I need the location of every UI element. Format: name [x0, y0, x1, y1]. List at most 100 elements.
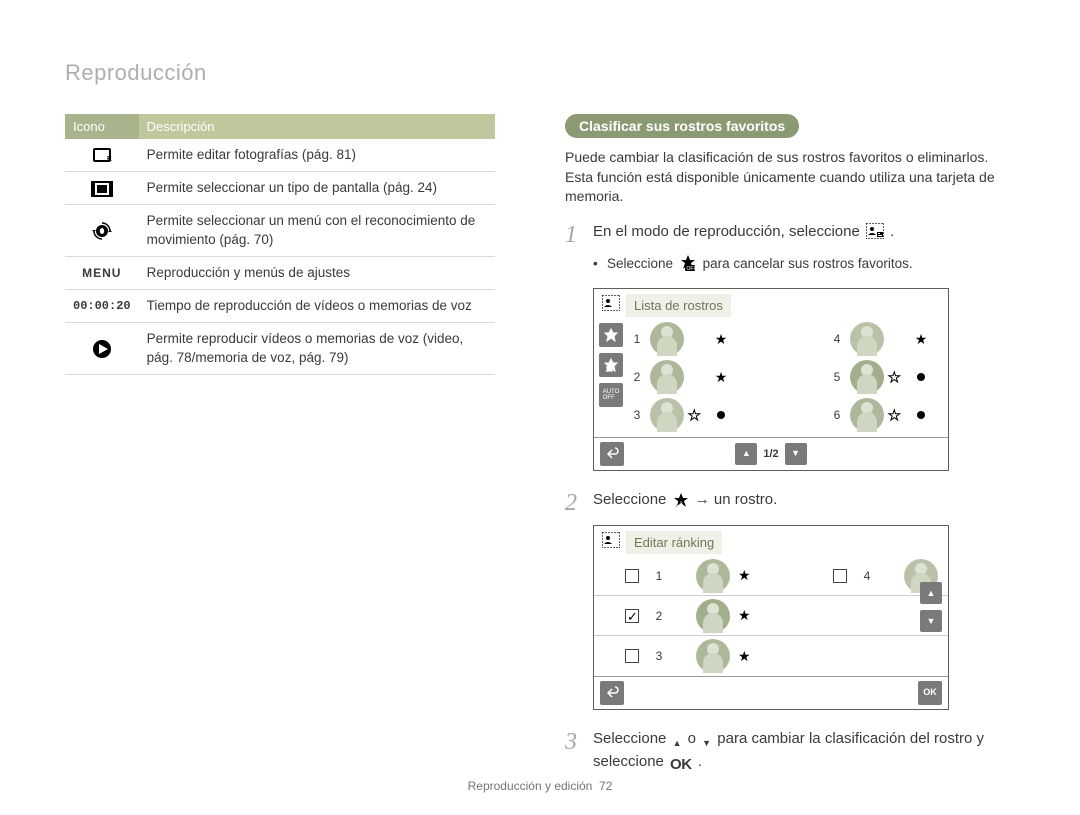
svg-text:12: 12 [676, 502, 683, 507]
page-footer: Reproducción y edición 72 [0, 779, 1080, 793]
face-number: 3 [642, 647, 676, 665]
face-thumbnail[interactable] [850, 322, 884, 356]
left-column: Icono Descripción E Permite editar fotog… [65, 114, 495, 795]
auto-off-button[interactable]: AUTOOFF [599, 383, 623, 407]
face-number: 2 [628, 368, 646, 386]
pager: 1/2 [735, 443, 806, 465]
face-number: 4 [828, 330, 846, 348]
ok-button[interactable]: OK [918, 681, 942, 705]
table-row: Permite seleccionar un tipo de pantalla … [65, 172, 495, 205]
face-list-mode-icon [866, 223, 884, 247]
step2-text-b: → un rostro. [695, 491, 778, 508]
star-icon: ★ [730, 605, 830, 626]
table-cell-desc: Reproducción y menús de ajustes [139, 256, 495, 289]
svg-text:OFF: OFF [686, 266, 696, 271]
page-down-button[interactable] [785, 443, 807, 465]
face-checkbox[interactable] [833, 569, 847, 583]
face-number: 6 [828, 406, 846, 424]
star-outline-icon: ★ [888, 405, 900, 426]
edit-ranking-screen: Editar ránking 1 ★ 4 2 [593, 525, 949, 711]
dot-icon [917, 373, 925, 381]
step3-text-a: Seleccione [593, 730, 671, 747]
step3-text-b: o [688, 730, 701, 747]
star-icon: ★ [904, 329, 938, 350]
play-icon [65, 323, 139, 374]
star-icon: ★ [730, 565, 830, 586]
table-row: Permite reproducir vídeos o memorias de … [65, 323, 495, 374]
star-icon: ★ [704, 329, 738, 350]
face-list-mode-icon [602, 295, 620, 316]
menu-icon: MENU [65, 256, 139, 289]
face-grid: 1 ★ 4 ★ 2 ★ 5 ★ 3 ★ 6 ★ [628, 319, 948, 437]
face-thumbnail[interactable] [696, 559, 730, 593]
dot-icon [717, 411, 725, 419]
svg-text:12: 12 [606, 367, 613, 372]
screen2-title: Editar ránking [626, 531, 722, 555]
face-thumbnail[interactable] [650, 360, 684, 394]
face-thumbnail[interactable] [696, 599, 730, 633]
face-checkbox[interactable] [625, 609, 639, 623]
chevron-down-icon [702, 736, 711, 751]
page-up-button[interactable] [735, 443, 757, 465]
face-list-mode-icon [602, 532, 620, 553]
table-cell-desc: Permite editar fotografías (pág. 81) [139, 139, 495, 172]
face-thumbnail[interactable] [850, 360, 884, 394]
face-thumbnail[interactable] [650, 398, 684, 432]
face-number: 4 [850, 567, 884, 585]
star-rank-icon: 12 [673, 492, 689, 515]
face-number: 3 [628, 406, 646, 424]
table-head-icon: Icono [65, 114, 139, 139]
back-button[interactable] [600, 442, 624, 466]
table-cell-desc: Permite seleccionar un menú con el recon… [139, 205, 495, 256]
screen-type-icon [65, 172, 139, 205]
step1-text-b: . [890, 223, 894, 240]
rank-up-button[interactable] [920, 582, 942, 604]
face-list-screen: Lista de rostros 12 AUTOOFF 1 ★ 4 ★ 2 ★ 5 ★ [593, 288, 949, 472]
star-icon: ★ [704, 367, 738, 388]
star-icon: ★ [730, 646, 830, 667]
back-button[interactable] [600, 681, 624, 705]
star-outline-icon: ★ [888, 367, 900, 388]
table-head-desc: Descripción [139, 114, 495, 139]
face-number: 2 [642, 607, 676, 625]
playback-time-icon: 00:00:20 [65, 290, 139, 323]
star-rank-button[interactable]: 12 [599, 353, 623, 377]
step1-text-a: En el modo de reproducción, seleccione [593, 223, 864, 240]
rank-down-button[interactable] [920, 610, 942, 632]
table-row: E Permite editar fotografías (pág. 81) [65, 139, 495, 172]
edit-photo-icon: E [65, 139, 139, 172]
step-2: Seleccione 12 → un rostro. Editar ránkin… [565, 489, 1015, 710]
table-row: MENU Reproducción y menús de ajustes [65, 256, 495, 289]
table-cell-desc: Permite seleccionar un tipo de pantalla … [139, 172, 495, 205]
side-toolbar: 12 AUTOOFF [594, 319, 628, 437]
face-thumbnail[interactable] [696, 639, 730, 673]
step-1: En el modo de reproducción, seleccione .… [565, 221, 1015, 471]
screen1-title: Lista de rostros [626, 294, 731, 318]
face-thumbnail[interactable] [850, 398, 884, 432]
face-number: 5 [828, 368, 846, 386]
step3-text-d: . [698, 753, 702, 770]
section-pill: Clasificar sus rostros favoritos [565, 114, 799, 138]
dot-icon [917, 411, 925, 419]
step1-sub: Seleccione OFF para cancelar sus rostros… [593, 254, 1015, 277]
page-title: Reproducción [65, 60, 1015, 86]
face-checkbox[interactable] [625, 649, 639, 663]
face-thumbnail[interactable] [650, 322, 684, 356]
icon-description-table: Icono Descripción E Permite editar fotog… [65, 114, 495, 375]
cancel-favorite-icon: OFF [679, 255, 697, 277]
motion-recognition-icon [65, 205, 139, 256]
star-off-button[interactable] [599, 323, 623, 347]
table-cell-desc: Tiempo de reproducción de vídeos o memor… [139, 290, 495, 323]
right-column: Clasificar sus rostros favoritos Puede c… [565, 114, 1015, 795]
step-3: Seleccione o para cambiar la clasificaci… [565, 728, 1015, 777]
face-checkbox[interactable] [625, 569, 639, 583]
chevron-up-icon [673, 736, 682, 751]
star-outline-icon: ★ [688, 405, 700, 426]
table-cell-desc: Permite reproducir vídeos o memorias de … [139, 323, 495, 374]
face-number: 1 [642, 567, 676, 585]
table-row: 00:00:20 Tiempo de reproducción de vídeo… [65, 290, 495, 323]
table-row: Permite seleccionar un menú con el recon… [65, 205, 495, 256]
ok-text-icon: OK [670, 754, 692, 777]
step2-text-a: Seleccione [593, 491, 671, 508]
face-number: 1 [628, 330, 646, 348]
